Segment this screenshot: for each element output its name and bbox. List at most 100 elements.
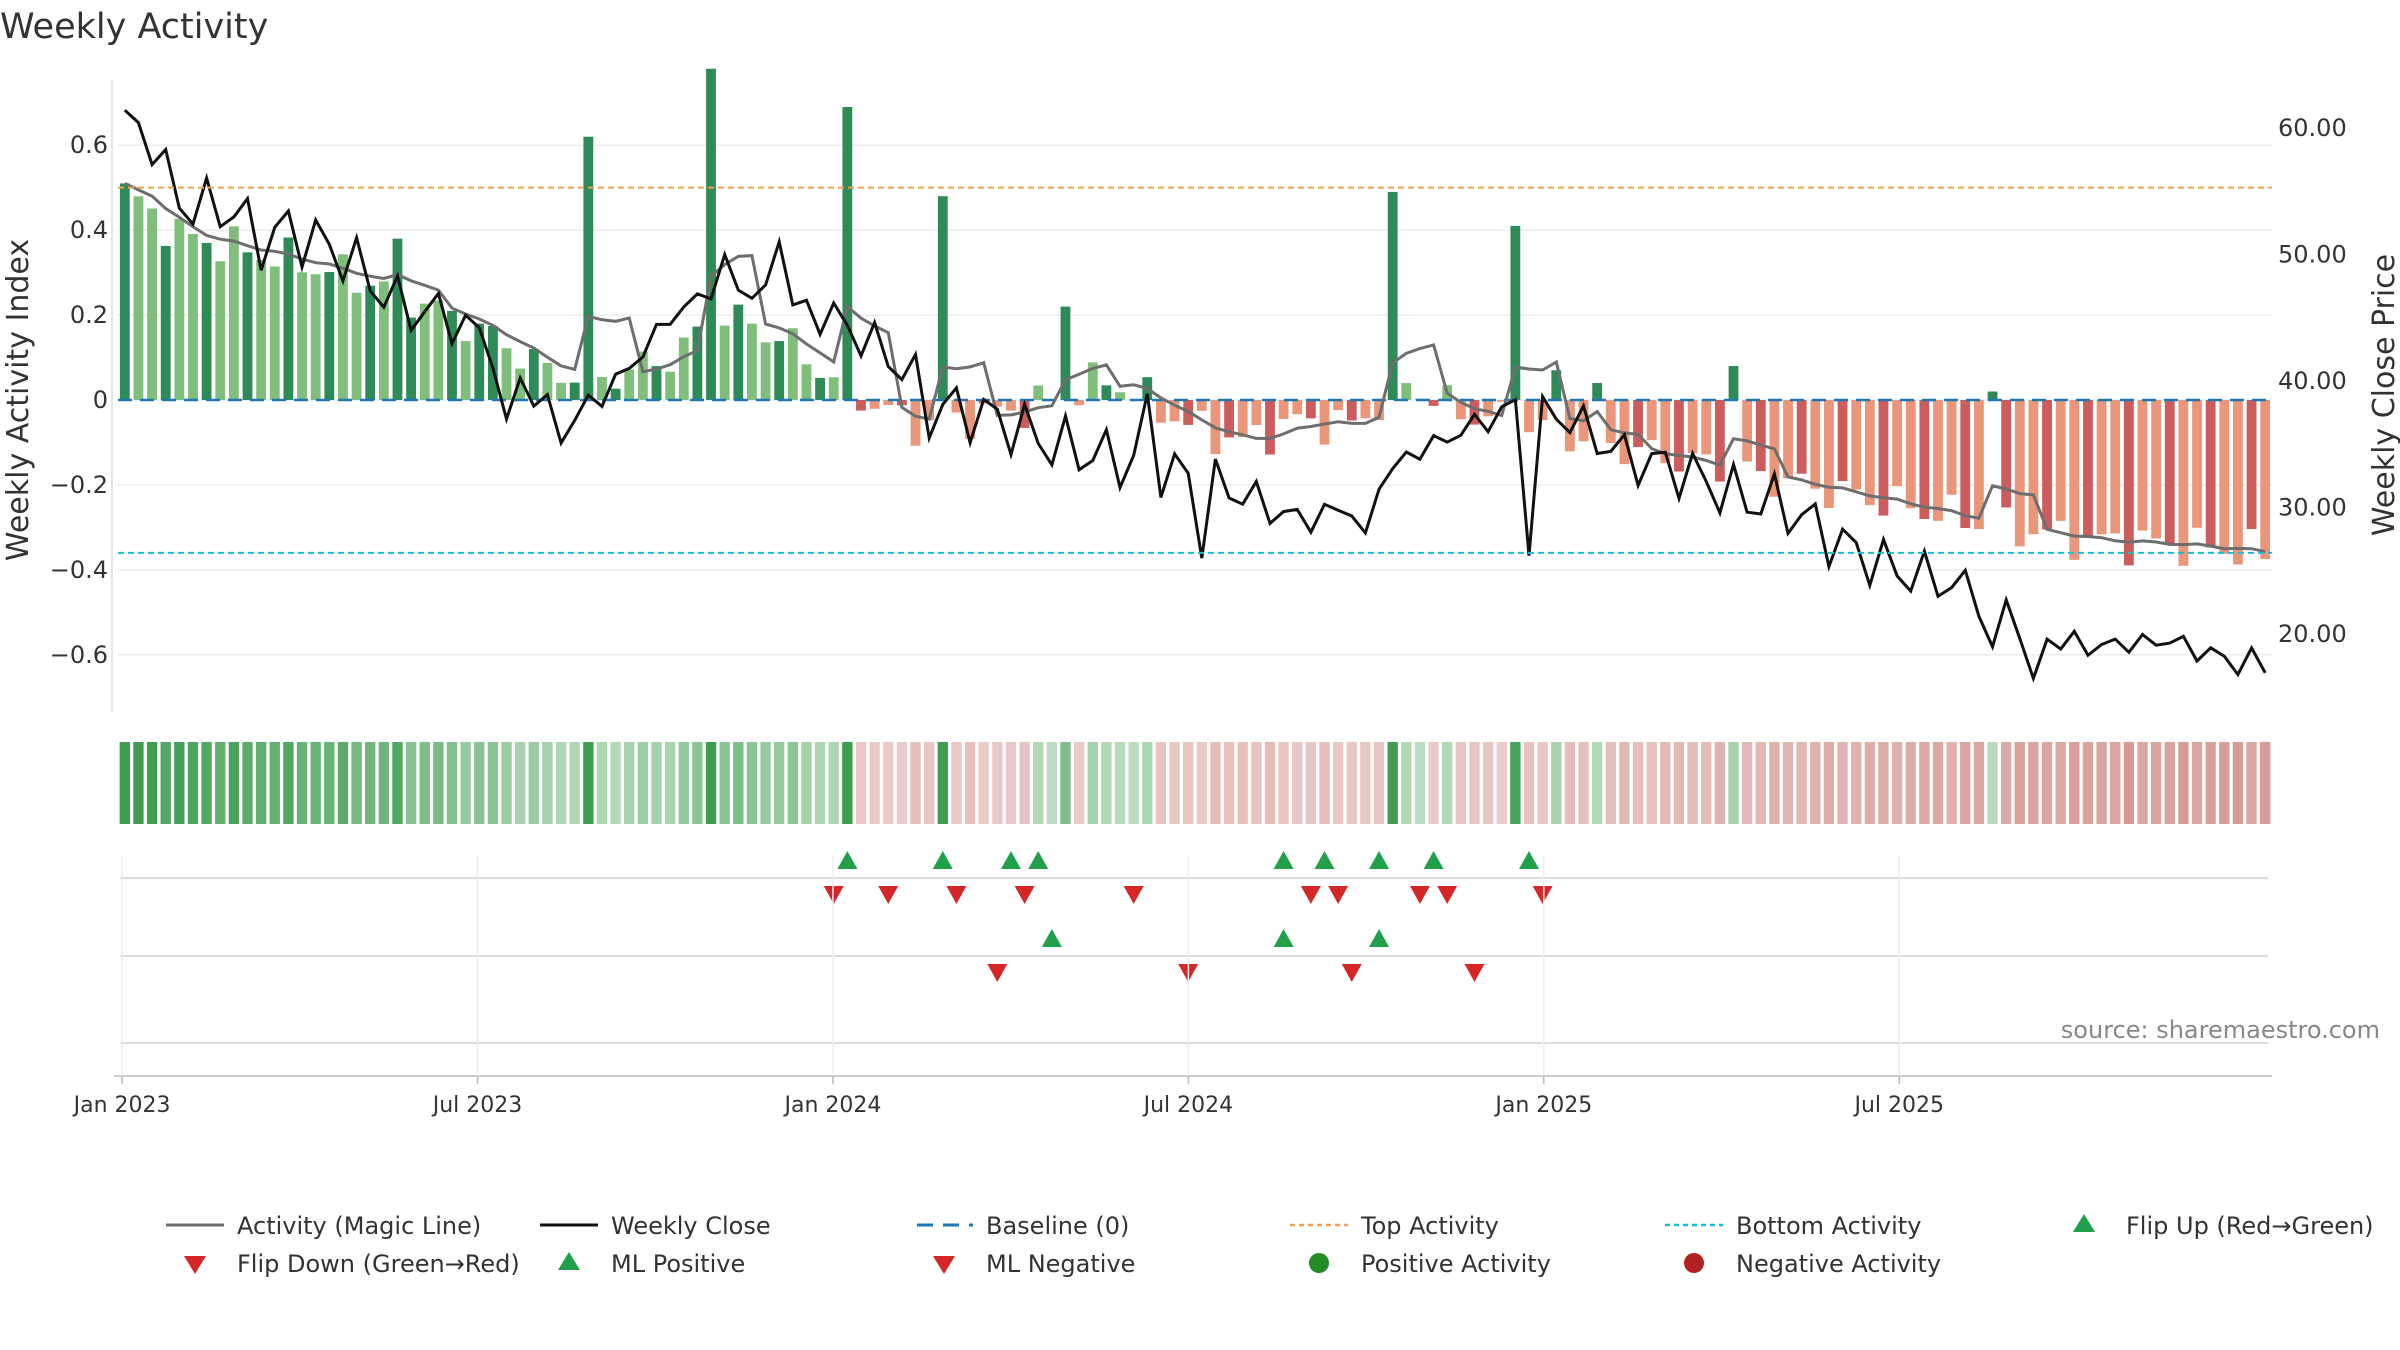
heat-cell	[1728, 742, 1739, 824]
activity-bar	[583, 136, 594, 400]
activity-bar	[174, 218, 185, 400]
ml-negative-marker	[987, 964, 1008, 982]
flip-up-marker	[1314, 851, 1335, 869]
activity-bar	[1728, 366, 1739, 400]
activity-bar	[556, 382, 566, 400]
heat-cell	[1741, 742, 1753, 824]
activity-bar	[1878, 400, 1889, 516]
heat-cell	[296, 742, 308, 824]
activity-bar	[1796, 400, 1807, 474]
heat-cell	[1060, 742, 1071, 824]
x-axis: Jan 2023 Jul 2023 Jan 2024 Jul 2024 Jan 2025…	[72, 855, 2272, 1118]
activity-bars	[119, 68, 2271, 566]
heat-cell	[1591, 742, 1603, 824]
activity-bar	[624, 369, 635, 400]
activity-bar	[1524, 400, 1534, 433]
heat-cell	[119, 742, 130, 824]
heat-cell	[1183, 742, 1194, 824]
heat-cell	[1332, 742, 1344, 824]
x-tick-label: Jul 2025	[1852, 1093, 1944, 1118]
heat-cell	[1660, 742, 1671, 824]
activity-bar	[1333, 400, 1344, 411]
heat-cell	[1346, 742, 1357, 824]
legend-swatch	[2073, 1214, 2095, 1232]
heat-cell	[1005, 742, 1017, 824]
heat-cell	[201, 742, 212, 824]
activity-bar	[1605, 400, 1616, 443]
activity-bar	[842, 106, 853, 400]
activity-bar	[474, 323, 485, 400]
activity-bar	[692, 326, 703, 400]
y2-tick-label: 40.00	[2278, 367, 2347, 395]
activity-bar	[2205, 400, 2216, 548]
activity-bar	[2069, 400, 2080, 560]
flip-down-marker	[878, 886, 899, 904]
activity-bar	[338, 254, 348, 400]
activity-bar	[1510, 225, 1521, 400]
flip-down-marker	[1409, 886, 1430, 904]
y2-axis-title: Weekly Close Price	[2367, 254, 2400, 536]
activity-bar	[787, 328, 798, 400]
heat-cell	[1387, 742, 1398, 824]
activity-bar	[1278, 400, 1289, 419]
flip-down-marker	[1014, 886, 1035, 904]
activity-bar	[1074, 400, 1085, 406]
legend-label: Bottom Activity	[1736, 1212, 1921, 1240]
activity-bar	[774, 341, 785, 400]
activity-bar	[1265, 400, 1275, 455]
heat-cell	[692, 742, 703, 824]
activity-bar	[1401, 383, 1412, 400]
heat-cell	[433, 742, 444, 824]
heat-cell	[446, 742, 458, 824]
activity-bar	[1374, 400, 1384, 421]
legend-swatch	[1684, 1253, 1704, 1273]
activity-bar	[924, 400, 935, 421]
heat-cell	[1755, 742, 1766, 824]
activity-bar	[869, 400, 880, 409]
y2-tick-label: 50.00	[2278, 240, 2347, 268]
heat-cell	[869, 742, 880, 824]
activity-bar	[610, 388, 621, 400]
heat-cell	[1073, 742, 1085, 824]
flip-up-marker	[932, 851, 953, 869]
legend-item: Flip Down (Green→Red)	[184, 1250, 520, 1278]
activity-bar	[937, 196, 948, 400]
activity-bar	[1006, 400, 1016, 411]
activity-bar	[747, 323, 757, 400]
activity-bar	[1973, 400, 1984, 530]
heat-cell	[883, 742, 894, 824]
activity-bar	[2246, 400, 2257, 530]
heat-cell	[923, 742, 935, 824]
activity-bar	[1892, 400, 1903, 487]
heat-cell	[2164, 742, 2175, 824]
activity-bar	[2219, 400, 2230, 554]
flip-up-marker	[1028, 851, 1049, 869]
legend-swatch	[933, 1256, 955, 1274]
heat-cell	[1837, 742, 1848, 824]
y-tick-label: −0.2	[50, 471, 108, 499]
legend-item: ML Negative	[933, 1250, 1135, 1278]
ml-positive-marker	[1273, 929, 1294, 947]
activity-bar	[1196, 400, 1207, 411]
heat-cell	[774, 742, 785, 824]
legend-label: ML Negative	[986, 1250, 1135, 1278]
heat-cell	[2232, 742, 2244, 824]
activity-bar	[2260, 400, 2271, 560]
heat-cell	[2110, 742, 2121, 824]
activity-bar	[1919, 400, 1930, 519]
activity-bar	[1633, 400, 1643, 448]
heat-cell	[2069, 742, 2080, 824]
heat-cell	[1196, 742, 1207, 824]
line-series	[118, 109, 2272, 683]
y-tick-label: 0.6	[70, 131, 108, 159]
activity-bar	[2233, 400, 2243, 565]
heat-cell	[487, 742, 499, 824]
heat-cell	[1087, 742, 1098, 824]
activity-bar	[160, 245, 171, 400]
heat-cell	[719, 742, 730, 824]
flip-up-marker	[1273, 851, 1294, 869]
flip-up-marker	[1000, 851, 1021, 869]
heat-cell	[2137, 742, 2148, 824]
legend-item: Positive Activity	[1309, 1250, 1551, 1278]
activity-bar	[1837, 400, 1848, 482]
